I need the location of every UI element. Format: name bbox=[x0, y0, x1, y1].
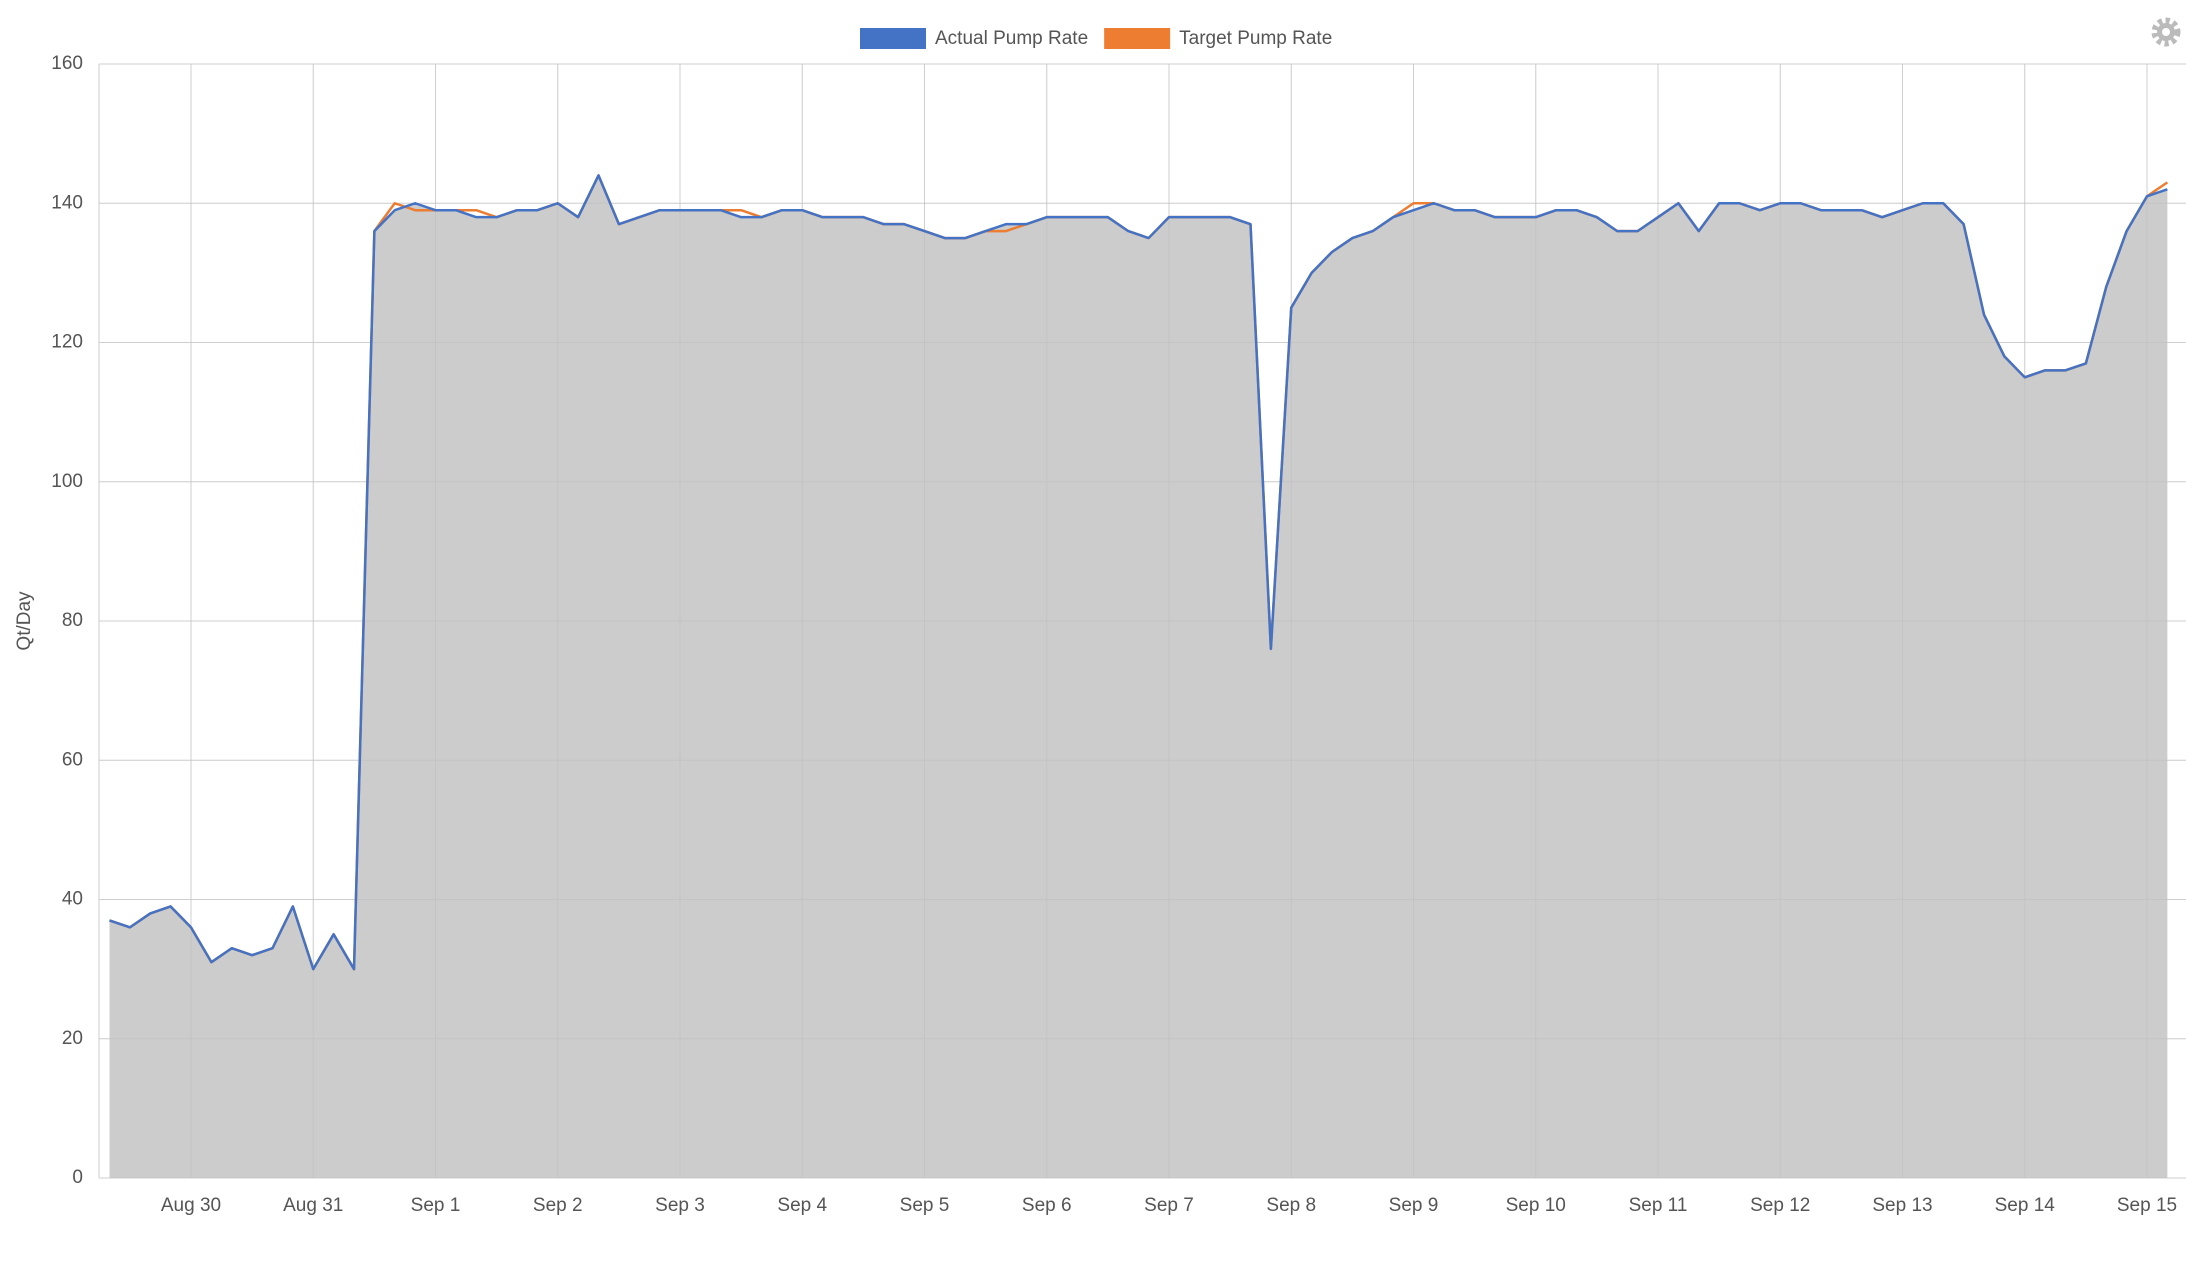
gear-hole bbox=[2162, 28, 2170, 36]
x-tick-label: Sep 10 bbox=[1506, 1195, 1566, 1216]
x-tick-label: Sep 2 bbox=[533, 1195, 583, 1216]
x-tick-label: Sep 1 bbox=[411, 1195, 461, 1216]
x-tick-label: Sep 7 bbox=[1144, 1195, 1194, 1216]
x-tick-label: Sep 13 bbox=[1872, 1195, 1932, 1216]
x-tick-label: Sep 11 bbox=[1629, 1195, 1688, 1216]
y-tick-label: 20 bbox=[62, 1028, 83, 1049]
legend-label: Actual Pump Rate bbox=[935, 28, 1088, 49]
gear-teeth bbox=[2151, 17, 2181, 47]
legend-label: Target Pump Rate bbox=[1179, 28, 1332, 49]
x-tick-label: Sep 8 bbox=[1266, 1195, 1316, 1216]
y-tick-label: 140 bbox=[51, 192, 83, 213]
area bbox=[109, 175, 2168, 1178]
legend-swatch bbox=[860, 28, 926, 49]
x-tick-label: Sep 3 bbox=[655, 1195, 705, 1216]
x-tick-label: Aug 31 bbox=[283, 1195, 343, 1216]
x-tick-label: Sep 6 bbox=[1022, 1195, 1072, 1216]
x-tick-label: Aug 30 bbox=[161, 1195, 221, 1216]
x-tick-label: Sep 14 bbox=[1995, 1195, 2056, 1216]
y-axis-label: Qt/Day bbox=[14, 591, 35, 651]
settings-icon[interactable] bbox=[2151, 17, 2181, 47]
y-tick-label: 120 bbox=[51, 332, 83, 353]
y-tick-label: 80 bbox=[62, 610, 83, 631]
y-tick-label: 40 bbox=[62, 889, 83, 910]
x-tick-label: Sep 9 bbox=[1389, 1195, 1439, 1216]
x-tick-label: Sep 12 bbox=[1750, 1195, 1810, 1216]
series-line bbox=[109, 174, 2168, 971]
y-tick-label: 60 bbox=[62, 749, 83, 770]
x-tick-label: Sep 5 bbox=[900, 1195, 950, 1216]
x-tick-label: Sep 15 bbox=[2117, 1195, 2177, 1216]
legend-swatch bbox=[1104, 28, 1171, 49]
y-tick-label: 0 bbox=[72, 1167, 83, 1188]
x-tick-label: Sep 4 bbox=[777, 1195, 827, 1216]
y-tick-label: 160 bbox=[51, 53, 83, 74]
y-tick-label: 100 bbox=[51, 471, 83, 492]
